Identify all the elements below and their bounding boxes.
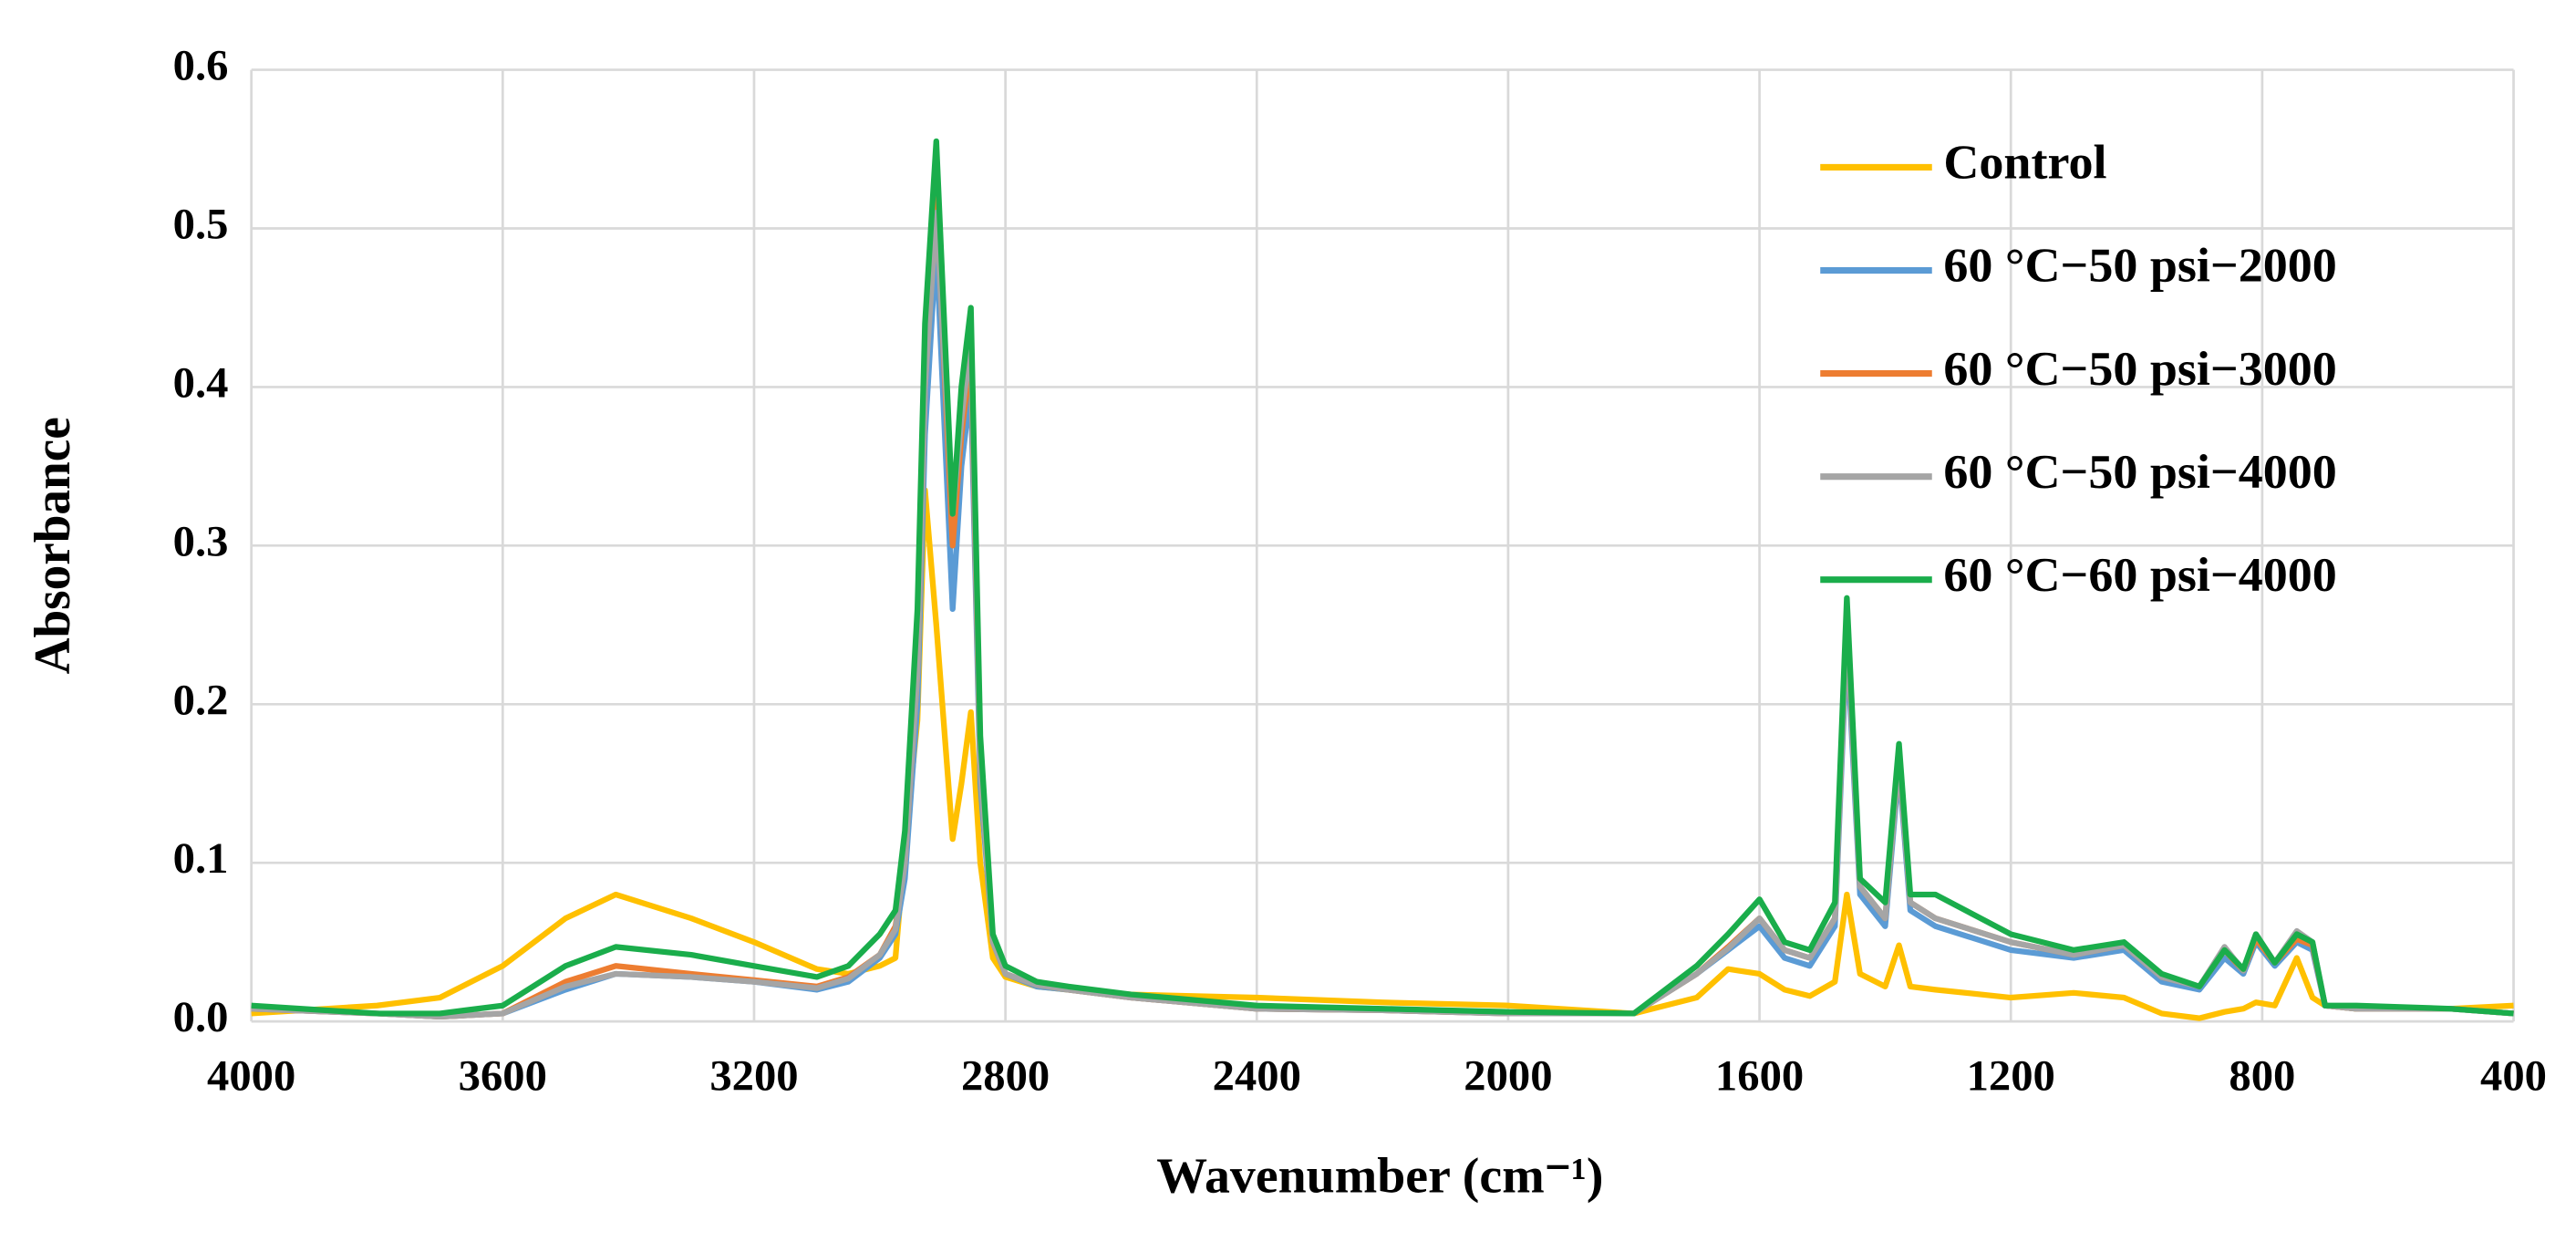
x-tick-label: 400: [2480, 1052, 2547, 1101]
y-tick-label: 0.3: [173, 518, 229, 566]
x-tick-label: 3200: [709, 1052, 798, 1101]
x-tick-label: 1600: [1715, 1052, 1804, 1101]
y-tick-label: 0.6: [173, 42, 229, 90]
x-tick-label: 800: [2229, 1052, 2295, 1101]
series-line: [251, 193, 2514, 1020]
x-tick-label: 2400: [1213, 1052, 1301, 1101]
legend-label: 60 °C−50 psi−3000: [1943, 341, 2336, 396]
legend-label: 60 °C−60 psi−4000: [1943, 547, 2336, 602]
y-axis-title: Absorbance: [26, 417, 81, 674]
x-tick-label: 3600: [459, 1052, 547, 1101]
legend-label: 60 °C−50 psi−2000: [1943, 238, 2336, 293]
y-tick-label: 0.1: [173, 834, 229, 883]
y-tick-label: 0.0: [173, 993, 229, 1041]
y-tick-label: 0.2: [173, 677, 229, 725]
x-tick-label: 2800: [961, 1052, 1050, 1101]
x-tick-label: 2000: [1464, 1052, 1552, 1101]
series-line: [251, 138, 2514, 1017]
legend-label: Control: [1943, 135, 2106, 190]
grid: [250, 68, 2515, 1023]
legend-label: 60 °C−50 psi−4000: [1943, 444, 2336, 499]
x-tick-label: 1200: [1967, 1052, 2055, 1101]
y-tick-label: 0.4: [173, 359, 229, 408]
x-axis-title: Wavenumber (cm⁻¹): [1156, 1149, 1603, 1205]
plot-area: [251, 138, 2514, 1021]
y-tick-label: 0.5: [173, 201, 229, 249]
series-line: [251, 209, 2514, 1020]
x-tick-label: 4000: [207, 1052, 295, 1101]
